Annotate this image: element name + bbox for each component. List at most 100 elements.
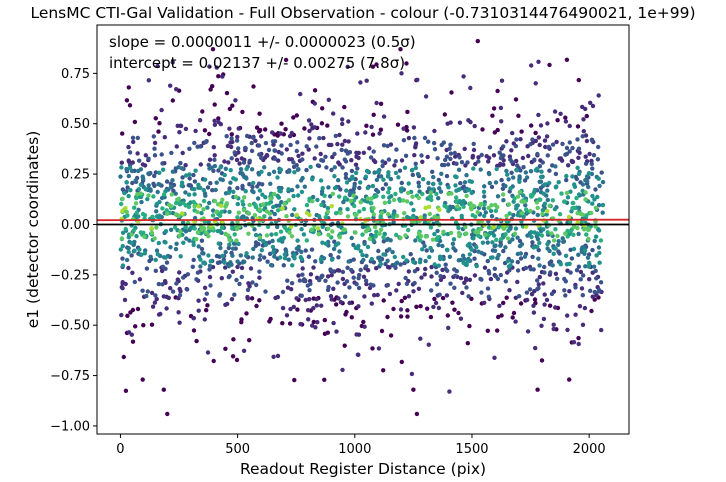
scatter-point — [524, 290, 530, 295]
scatter-point — [199, 210, 204, 216]
scatter-point — [542, 270, 547, 275]
scatter-point — [405, 109, 410, 115]
scatter-point — [393, 191, 398, 197]
scatter-point — [371, 212, 376, 217]
scatter-point — [192, 187, 197, 192]
scatter-point — [195, 209, 200, 215]
scatter-point — [564, 177, 569, 183]
scatter-point — [267, 319, 272, 324]
scatter-point — [272, 148, 277, 153]
scatter-point — [426, 186, 432, 191]
scatter-point — [257, 188, 263, 193]
scatter-point — [275, 353, 281, 359]
scatter-point — [454, 199, 459, 204]
scatter-point — [318, 257, 324, 262]
scatter-point — [250, 255, 255, 260]
scatter-point — [196, 204, 201, 209]
scatter-point — [464, 231, 469, 236]
scatter-point — [347, 300, 352, 306]
scatter-point — [262, 155, 268, 160]
scatter-point — [160, 161, 165, 166]
scatter-point — [195, 270, 201, 275]
scatter-point — [486, 205, 491, 211]
scatter-point — [236, 241, 241, 247]
scatter-point — [416, 286, 422, 291]
scatter-point — [444, 173, 450, 179]
scatter-point — [256, 242, 261, 247]
scatter-point — [149, 230, 155, 236]
scatter-point — [249, 140, 254, 146]
scatter-point — [533, 345, 538, 351]
scatter-point — [505, 258, 510, 264]
scatter-point — [412, 269, 418, 274]
scatter-point — [172, 225, 178, 230]
scatter-point — [230, 354, 236, 359]
scatter-point — [308, 281, 313, 286]
scatter-point — [278, 167, 284, 172]
scatter-point — [266, 240, 272, 245]
scatter-point — [160, 282, 165, 287]
scatter-point — [542, 302, 547, 307]
scatter-point — [536, 286, 541, 291]
scatter-point — [232, 292, 237, 297]
scatter-point — [540, 211, 545, 216]
scatter-point — [245, 287, 251, 293]
scatter-point — [178, 254, 183, 259]
scatter-point — [418, 215, 423, 220]
scatter-point — [385, 282, 391, 288]
scatter-point — [289, 187, 295, 193]
scatter-point — [600, 202, 606, 208]
scatter-point — [495, 256, 500, 261]
scatter-point — [139, 199, 144, 205]
scatter-point — [596, 289, 602, 294]
scatter-point — [476, 233, 481, 238]
scatter-point — [312, 101, 317, 106]
scatter-point — [370, 183, 376, 189]
scatter-point — [181, 240, 186, 245]
scatter-point — [280, 305, 286, 311]
scatter-point — [558, 262, 563, 267]
scatter-point — [431, 140, 437, 146]
scatter-point — [185, 272, 191, 277]
scatter-point — [416, 231, 422, 236]
scatter-point — [479, 152, 484, 158]
scatter-point — [240, 199, 245, 204]
scatter-point — [344, 180, 350, 185]
scatter-point — [139, 252, 144, 257]
scatter-point — [485, 240, 490, 245]
scatter-point — [356, 285, 362, 291]
scatter-point — [295, 238, 300, 243]
scatter-point — [431, 174, 436, 180]
scatter-point — [432, 231, 437, 237]
scatter-point — [411, 259, 416, 265]
x-tick-label: 0 — [116, 442, 124, 457]
scatter-point — [193, 128, 198, 134]
scatter-point — [455, 204, 460, 209]
scatter-point — [346, 139, 351, 144]
scatter-point — [519, 199, 524, 204]
scatter-point — [230, 253, 235, 258]
scatter-point — [532, 187, 537, 193]
scatter-point — [429, 274, 434, 279]
scatter-point — [403, 275, 408, 281]
scatter-point — [160, 264, 166, 269]
scatter-point — [295, 307, 300, 312]
scatter-point — [231, 176, 236, 181]
scatter-point — [422, 135, 428, 141]
scatter-point — [437, 186, 442, 191]
scatter-point — [290, 212, 295, 218]
scatter-point — [264, 233, 270, 238]
scatter-point — [210, 188, 215, 193]
scatter-point — [289, 287, 294, 292]
scatter-point — [445, 121, 450, 126]
scatter-point — [228, 180, 233, 185]
scatter-point — [229, 297, 235, 302]
scatter-point — [241, 207, 247, 213]
scatter-point — [442, 203, 447, 208]
scatter-point — [453, 183, 458, 188]
scatter-point — [470, 213, 475, 218]
scatter-point — [600, 179, 606, 185]
scatter-point — [418, 336, 423, 341]
scatter-point — [249, 296, 255, 301]
scatter-point — [233, 98, 238, 103]
